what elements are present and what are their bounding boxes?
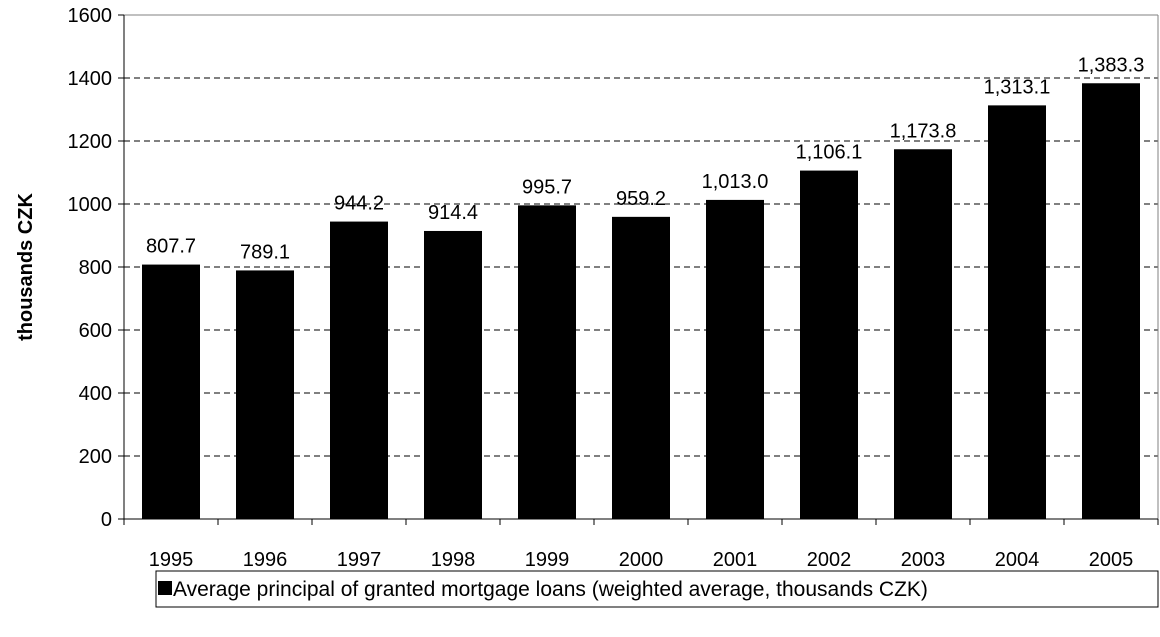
x-axis: 1995 1996 1997 1998 1999 2000 2001 2002 2003 2004… <box>123 518 1159 571</box>
x-tick-label: 1999 <box>525 549 570 571</box>
data-label: 1,313.1 <box>984 76 1051 98</box>
x-tick-label: 2004 <box>995 549 1040 571</box>
x-tick-label: 1995 <box>149 549 194 571</box>
x-tick-label: 2000 <box>619 549 664 571</box>
y-tick-label: 1000 <box>68 194 113 216</box>
y-tick-label: 800 <box>79 257 112 279</box>
legend: Average principal of granted mortgage lo… <box>155 570 1159 608</box>
data-label: 807.7 <box>146 236 196 258</box>
data-label: 789.1 <box>240 241 290 263</box>
bar <box>612 216 670 520</box>
x-tick-label: 1996 <box>243 549 288 571</box>
legend-label: Average principal of granted mortgage lo… <box>173 578 928 601</box>
bar <box>330 221 388 519</box>
bar <box>424 230 482 520</box>
bar <box>800 170 858 520</box>
data-label: 995.7 <box>522 176 572 198</box>
y-tick-label: 400 <box>79 383 112 405</box>
bar <box>988 105 1046 519</box>
x-tick-label: 2002 <box>807 549 852 571</box>
y-tick-label: 1600 <box>68 5 113 27</box>
x-tick-label: 2001 <box>713 549 758 571</box>
bar <box>518 205 576 520</box>
data-label: 1,383.3 <box>1078 54 1145 76</box>
bar <box>236 270 294 519</box>
data-label: 1,106.1 <box>796 142 863 164</box>
bar <box>894 149 952 520</box>
y-tick-label: 0 <box>101 509 112 531</box>
data-label: 959.2 <box>616 188 666 210</box>
data-label: 944.2 <box>334 193 384 215</box>
y-tick-label: 200 <box>79 446 112 468</box>
bar <box>706 199 764 519</box>
data-label: 1,173.8 <box>890 120 957 142</box>
data-label: 1,013.0 <box>702 171 769 193</box>
bar <box>1082 83 1140 519</box>
bars <box>142 83 1140 520</box>
y-tick-label: 600 <box>79 320 112 342</box>
bar <box>142 264 200 519</box>
x-tick-label: 1997 <box>337 549 382 571</box>
y-axis-title: thousands CZK <box>15 193 37 341</box>
y-tick-label: 1400 <box>68 68 113 90</box>
y-tick-label: 1200 <box>68 131 113 153</box>
data-labels: 807.7 789.1 944.2 914.4 995.7 959.2 1,013.0 1,1… <box>146 54 1144 263</box>
legend-box <box>155 570 1159 608</box>
x-tick-label: 2003 <box>901 549 946 571</box>
x-tick-label: 1998 <box>431 549 476 571</box>
x-tick-label: 2005 <box>1089 549 1134 571</box>
legend-swatch <box>158 581 172 595</box>
gridlines <box>124 14 1159 519</box>
data-label: 914.4 <box>428 202 478 224</box>
y-axis: 0 200 400 600 800 1000 1200 1400 1600 <box>68 5 125 531</box>
